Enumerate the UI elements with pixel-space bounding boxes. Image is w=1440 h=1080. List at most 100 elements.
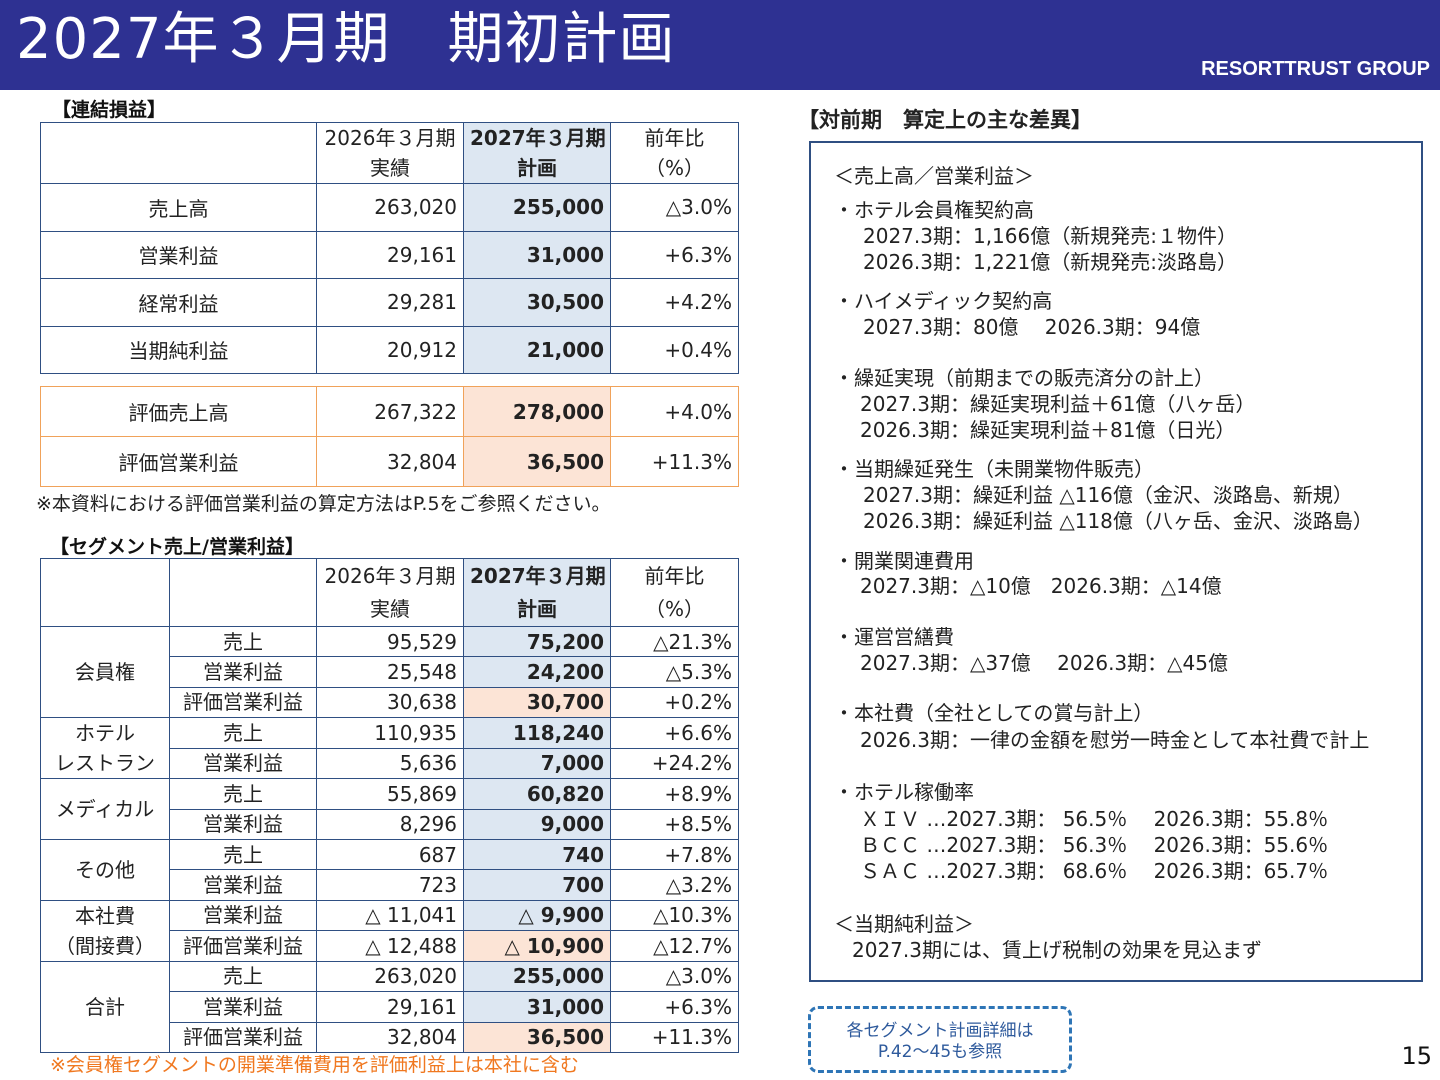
seg-footnote: ※会員権セグメントの開業準備費用を評価利益上は本社に含む xyxy=(50,1054,579,1076)
seg-prev-value: 95,529 xyxy=(316,625,464,658)
seg-item-label: 営業利益 xyxy=(169,869,317,901)
diff-detail: 2026.3期：一律の金額を慰労一時金として本社費で計上 xyxy=(860,728,1370,752)
callout-line: 各セグメント計画詳細は xyxy=(846,1021,1034,1041)
pl-plan-value: 255,000 xyxy=(463,183,611,232)
pl-row-sales: 売上高 263,020 255,000 △3.0% xyxy=(40,183,739,232)
pl-yoy-value: △3.0% xyxy=(610,183,739,232)
pl-row-label: 当期純利益 xyxy=(40,325,317,374)
pl-yoy-value: +6.3% xyxy=(610,230,739,279)
seg-prev-value: 25,548 xyxy=(316,656,464,688)
pl-plan-value: 21,000 xyxy=(463,325,611,374)
seg-header-row: 2026年３月期 実績 2027年３月期 計画 前年比 （%） xyxy=(40,558,739,627)
seg-header-blank xyxy=(40,558,170,627)
seg-group-hotel: ホテル レストラン xyxy=(40,717,170,780)
diff-item: ・運営営繕費 xyxy=(834,625,954,649)
eval-plan-value: 278,000 xyxy=(463,386,611,437)
seg-yoy-value: +8.5% xyxy=(610,808,739,840)
seg-item-label: 営業利益 xyxy=(169,747,317,780)
seg-row: ホテル レストラン 売上 110,935 118,240 +6.6% xyxy=(40,717,739,780)
pl-header-yoy: 前年比 （%） xyxy=(610,122,739,184)
seg-yoy-value: +11.3% xyxy=(610,1021,739,1053)
seg-row: 営業利益 25,548 24,200 △5.3% xyxy=(41,656,739,688)
seg-row: 評価営業利益 30,638 30,700 +0.2% xyxy=(41,686,739,719)
diff-detail: 2027.3期：繰延利益 △116億（金沢、淡路島、新規） xyxy=(863,483,1353,507)
diff-item: ・ホテル会員権契約高 xyxy=(834,198,1034,222)
pl-table: 2026年３月期 実績 2027年３月期 計画 前年比 （%） 売上高 263,020… xyxy=(40,122,739,374)
segment-detail-callout: 各セグメント計画詳細は P.42～45も参照 xyxy=(808,1006,1072,1073)
eval-row-operating-income: 評価営業利益 32,804 36,500 +11.3% xyxy=(40,436,739,487)
page-number: 15 xyxy=(1401,1042,1432,1070)
seg-row: 評価営業利益 32,804 36,500 +11.3% xyxy=(41,1021,739,1053)
eval-prev-value: 267,322 xyxy=(316,386,464,437)
pl-header-row: 2026年３月期 実績 2027年３月期 計画 前年比 （%） xyxy=(40,122,739,184)
pl-yoy-value: +4.2% xyxy=(610,278,739,327)
pl-section-label: 【連結損益】 xyxy=(52,99,167,121)
pl-header-plan: 2027年３月期 計画 xyxy=(463,122,611,184)
pl-header-prev: 2026年３月期 実績 xyxy=(316,122,464,184)
diff-item: ・本社費（全社としての賞与計上） xyxy=(834,701,1154,725)
eval-prev-value: 32,804 xyxy=(316,436,464,487)
seg-item-label: 評価営業利益 xyxy=(169,930,317,962)
seg-row: 会員権 売上 95,529 75,200 △21.3% xyxy=(40,625,739,719)
diff-detail: 2027.3期：△10億 2026.3期：△14億 xyxy=(860,574,1222,598)
seg-prev-value: △ 12,488 xyxy=(316,930,464,962)
seg-plan-value: 740 xyxy=(463,838,611,871)
seg-prev-value: 110,935 xyxy=(316,717,464,749)
seg-yoy-value: +24.2% xyxy=(610,747,739,780)
diff-detail: 2026.3期：1,221億（新規発売:淡路島） xyxy=(863,250,1237,274)
seg-item-label: 売上 xyxy=(169,960,317,993)
seg-group-total: 合計 xyxy=(40,960,170,1053)
diff-detail: ＢＣＣ …2027.3期： 56.3％ 2026.3期：55.6％ xyxy=(860,833,1329,857)
seg-header-yoy: 前年比 （%） xyxy=(610,558,739,627)
seg-plan-value: 255,000 xyxy=(463,960,611,993)
seg-item-label: 売上 xyxy=(169,625,317,658)
seg-plan-value: 24,200 xyxy=(463,656,611,688)
diff-detail: 2027.3期：繰延実現利益＋61億（八ヶ岳） xyxy=(860,392,1256,416)
seg-item-label: 営業利益 xyxy=(169,656,317,688)
seg-yoy-value: △3.2% xyxy=(610,869,739,901)
diff-box xyxy=(809,141,1423,982)
seg-yoy-value: △3.0% xyxy=(610,960,739,993)
diff-item: ・ホテル稼働率 xyxy=(834,780,974,804)
pl-row-label: 売上高 xyxy=(40,183,317,232)
seg-plan-value: 36,500 xyxy=(463,1021,611,1053)
pl-prev-value: 263,020 xyxy=(316,183,464,232)
seg-prev-value: 30,638 xyxy=(316,686,464,719)
seg-row: 営業利益 29,161 31,000 +6.3% xyxy=(41,991,739,1023)
diff-item: ・開業関連費用 xyxy=(834,549,974,573)
diff-detail: 2027.3期：△37億 2026.3期：△45億 xyxy=(860,651,1228,675)
diff-section-title: 【対前期 算定上の主な差異】 xyxy=(798,108,1092,132)
seg-row: 営業利益 723 700 △3.2% xyxy=(41,869,739,901)
seg-row: その他 売上 687 740 +7.8% xyxy=(40,838,739,901)
seg-plan-value: 31,000 xyxy=(463,991,611,1023)
seg-prev-value: 5,636 xyxy=(316,747,464,780)
seg-item-label: 売上 xyxy=(169,778,317,810)
seg-prev-value: 29,161 xyxy=(316,991,464,1023)
seg-row: 合計 売上 263,020 255,000 △3.0% xyxy=(40,960,739,1053)
seg-yoy-value: +6.6% xyxy=(610,717,739,749)
eval-yoy-value: +11.3% xyxy=(610,436,739,487)
diff-detail: 2027.3期：80億 2026.3期：94億 xyxy=(863,315,1201,339)
diff-detail: 2027.3期：1,166億（新規発売:１物件） xyxy=(863,224,1237,248)
pl-plan-value: 30,500 xyxy=(463,278,611,327)
seg-yoy-value: +0.2% xyxy=(610,686,739,719)
seg-item-label: 売上 xyxy=(169,838,317,871)
page-title: 2027年３月期 期初計画 xyxy=(16,7,676,72)
seg-plan-value: 7,000 xyxy=(463,747,611,780)
seg-plan-value: 118,240 xyxy=(463,717,611,749)
diff-item: ・ハイメディック契約高 xyxy=(834,289,1053,313)
seg-prev-value: 263,020 xyxy=(316,960,464,993)
seg-row: 本社費 （間接費） 営業利益 △ 11,041 △ 9,900 △10.3% xyxy=(40,899,739,962)
pl-header-blank xyxy=(40,122,317,184)
diff-item: ・当期繰延発生（未開業物件販売） xyxy=(834,457,1154,481)
eval-row-label: 評価営業利益 xyxy=(40,436,317,487)
diff-item: ・繰延実現（前期までの販売済分の計上） xyxy=(834,366,1214,390)
callout-line: P.42～45も参照 xyxy=(877,1042,1003,1062)
seg-plan-value: △ 10,900 xyxy=(463,930,611,962)
seg-yoy-value: +7.8% xyxy=(610,838,739,871)
pl-prev-value: 29,161 xyxy=(316,230,464,279)
segment-table: 2026年３月期 実績 2027年３月期 計画 前年比 （%） 会員権 売上 95,5… xyxy=(40,558,739,1053)
seg-prev-value: 687 xyxy=(316,838,464,871)
seg-section-label: 【セグメント売上/営業利益】 xyxy=(50,536,304,558)
seg-item-label: 営業利益 xyxy=(169,899,317,932)
